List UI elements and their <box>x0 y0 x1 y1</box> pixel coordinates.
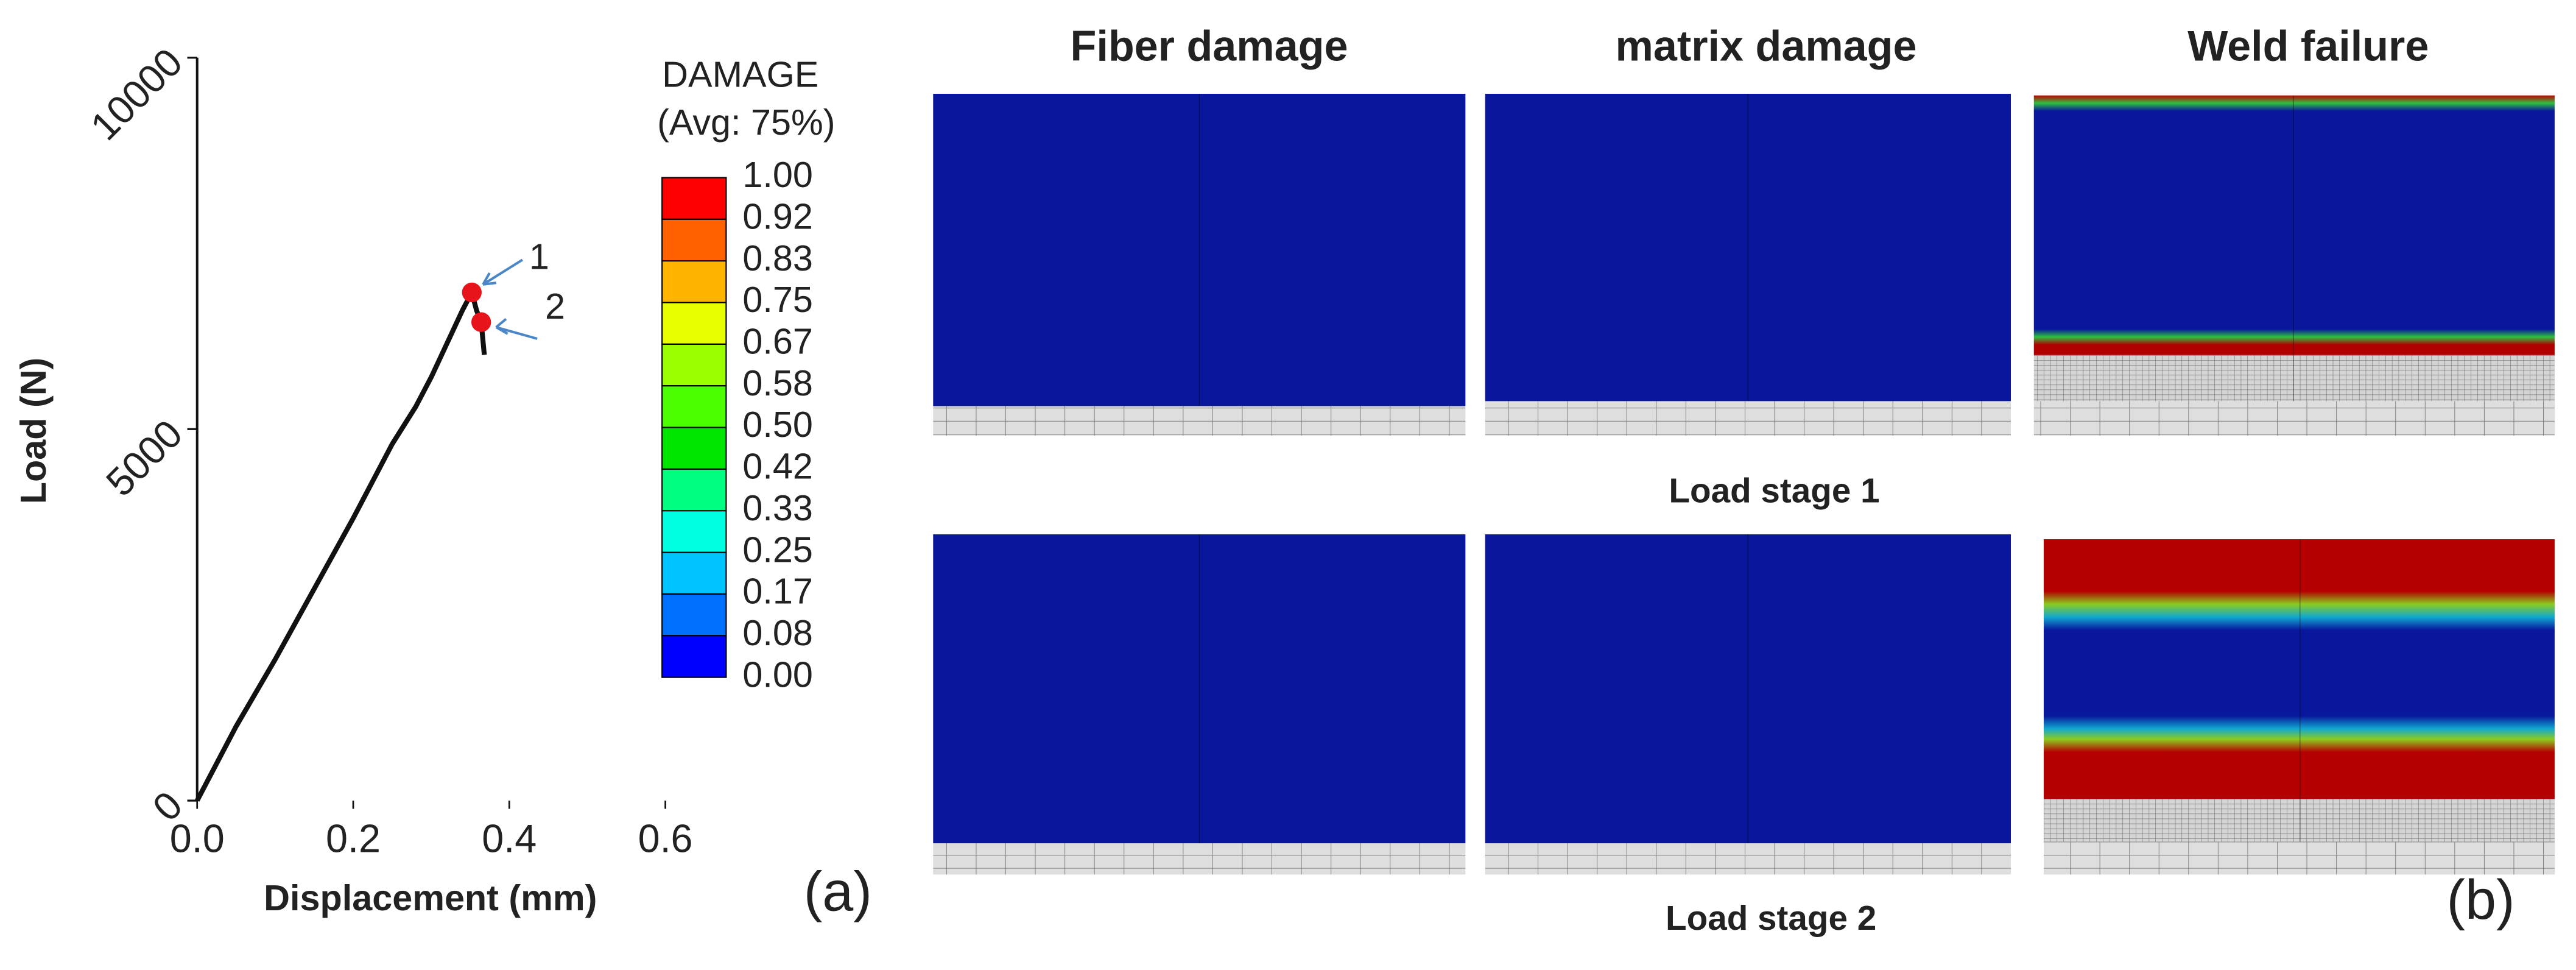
legend-swatch <box>661 343 727 387</box>
x-tick-label: 0.6 <box>638 816 693 861</box>
column-title: Weld failure <box>2187 23 2429 70</box>
legend-label: 0.92 <box>742 196 812 237</box>
contour <box>1485 93 2011 402</box>
legend-label: 0.50 <box>742 404 812 445</box>
legend-swatch <box>661 551 727 595</box>
y-tick-label: 5000 <box>97 411 191 504</box>
legend-swatch <box>661 510 727 553</box>
contour <box>2043 539 2555 799</box>
legend-title: DAMAGE <box>662 54 818 95</box>
annotation-point <box>462 282 482 303</box>
mesh <box>2033 401 2555 436</box>
mesh <box>2033 355 2555 402</box>
legend-swatch <box>661 593 727 637</box>
legend-label: 0.00 <box>742 654 812 695</box>
panel-label: (b) <box>2446 869 2514 931</box>
legend-swatch <box>661 302 727 345</box>
line <box>195 285 487 802</box>
legend-label: 0.42 <box>742 446 812 487</box>
y-tick-label: 10000 <box>82 40 191 149</box>
arrow <box>495 317 538 340</box>
mesh <box>933 406 1466 436</box>
legend-swatch <box>661 427 727 470</box>
x-tick-label: 0.2 <box>326 816 381 861</box>
mesh <box>2043 799 2555 842</box>
annotation-label: 1 <box>529 236 549 277</box>
legend-label: 0.33 <box>742 487 812 528</box>
annotation-label: 2 <box>545 286 565 327</box>
mesh <box>933 843 1466 875</box>
legend-swatch <box>661 385 727 428</box>
column-title: Fiber damage <box>1071 23 1348 70</box>
legend-swatch <box>661 468 727 512</box>
legend-swatch <box>661 260 727 303</box>
legend-label: 0.67 <box>742 321 812 362</box>
column-title: matrix damage <box>1616 23 1917 70</box>
contour-images <box>933 93 2555 875</box>
mesh-seam <box>1198 93 2301 844</box>
legend-subtitle: (Avg: 75%) <box>657 102 835 143</box>
mesh <box>2043 841 2555 875</box>
panel-label: (a) <box>804 861 872 923</box>
row-label: Load stage 2 <box>1666 899 1876 938</box>
annotation-point <box>471 312 491 332</box>
legend-label: 0.17 <box>742 571 812 612</box>
arrow <box>482 258 523 286</box>
mesh <box>1485 843 2011 875</box>
legend-swatch <box>661 635 727 678</box>
row-label: Load stage 1 <box>1669 472 1879 510</box>
contour <box>1485 534 2011 844</box>
legend-label: 0.25 <box>742 529 812 570</box>
legend-swatch <box>661 218 727 262</box>
contour <box>2033 95 2555 355</box>
y-axis-label: Load (N) <box>13 358 54 504</box>
legend-label: 0.08 <box>742 612 812 653</box>
legend-label: 1.00 <box>742 154 812 195</box>
legend-label: 0.75 <box>742 279 812 320</box>
x-tick-label: 0.0 <box>170 816 225 861</box>
contour <box>933 534 1466 844</box>
legend-label: 0.58 <box>742 363 812 403</box>
legend-swatch <box>661 177 727 220</box>
mesh <box>1485 401 2011 436</box>
legend-label: 0.83 <box>742 238 812 278</box>
x-tick-label: 0.4 <box>482 816 537 861</box>
contour <box>933 93 1466 406</box>
x-axis-label: Displacement (mm) <box>264 877 597 918</box>
